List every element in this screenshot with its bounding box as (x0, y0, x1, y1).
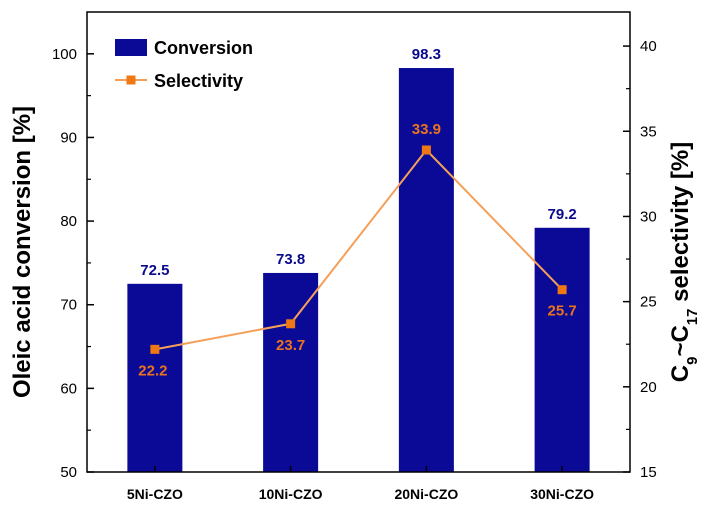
y-axis-title-right: C9~C17 selectivity [%] (667, 142, 701, 382)
bar-10ni-czo (263, 272, 319, 472)
x-axis-tick-label: 5Ni-CZO (127, 486, 183, 502)
bar-30ni-czo (534, 227, 590, 472)
y-axis-title-right-mid: ~C (667, 325, 694, 356)
x-axis-tick-label: 30Ni-CZO (530, 486, 594, 502)
x-axis-tick-label: 20Ni-CZO (394, 486, 458, 502)
left-axis-tick-label: 70 (60, 297, 77, 314)
bar-value-label: 98.3 (412, 46, 441, 63)
selectivity-point (557, 285, 567, 295)
right-axis-tick-label: 35 (640, 123, 657, 140)
selectivity-point (150, 344, 160, 354)
labels-layer: 72.5 73.8 98.3 79.2 22.2 23.7 33.9 25.7 (138, 46, 576, 379)
selectivity-point (286, 319, 296, 329)
selectivity-point (421, 145, 431, 155)
right-axis-tick-label: 20 (640, 379, 657, 396)
left-axis-tick-label: 90 (60, 129, 77, 146)
right-axis-tick-label: 40 (640, 38, 657, 55)
right-axis-tick-label: 30 (640, 208, 657, 225)
left-axis-tick-label: 100 (52, 46, 77, 63)
bars-layer (127, 68, 590, 472)
x-axis-tick-label: 10Ni-CZO (259, 486, 323, 502)
bar-value-label: 72.5 (140, 262, 169, 279)
y-axis-title-right-sub2: 17 (684, 309, 701, 326)
left-axis-tick-label: 50 (60, 464, 77, 481)
selectivity-value-label: 23.7 (276, 337, 305, 354)
axes-layer: 50 60 70 80 90 100 15 20 25 30 35 40 5Ni-CZO 10Ni-CZO… (52, 38, 657, 502)
line-layer (150, 145, 567, 354)
legend: Conversion Selectivity (115, 38, 253, 91)
bar-value-label: 79.2 (548, 206, 577, 223)
selectivity-value-label: 25.7 (548, 303, 577, 320)
right-axis-tick-label: 25 (640, 294, 657, 311)
legend-label-selectivity: Selectivity (154, 71, 243, 91)
selectivity-value-label: 22.2 (138, 362, 167, 379)
selectivity-value-label: 33.9 (412, 121, 441, 138)
bar-5ni-czo (127, 283, 183, 472)
bar-20ni-czo (398, 68, 454, 472)
selectivity-line (154, 148, 563, 351)
legend-swatch-conversion (115, 39, 147, 56)
left-axis-tick-label: 60 (60, 380, 77, 397)
right-axis-tick-label: 15 (640, 464, 657, 481)
legend-label-conversion: Conversion (154, 38, 253, 58)
y-axis-title-left: Oleic acid conversion [%] (9, 106, 36, 398)
y-axis-title-right-sub1: 9 (684, 357, 701, 365)
y-axis-title-right-prefix: C (667, 365, 694, 382)
left-axis-tick-label: 80 (60, 213, 77, 230)
plot-frame (86, 11, 631, 473)
bar-value-label: 73.8 (276, 251, 305, 268)
y-axis-title-right-suffix: selectivity [%] (667, 142, 694, 309)
legend-swatch-selectivity-marker (126, 75, 136, 85)
